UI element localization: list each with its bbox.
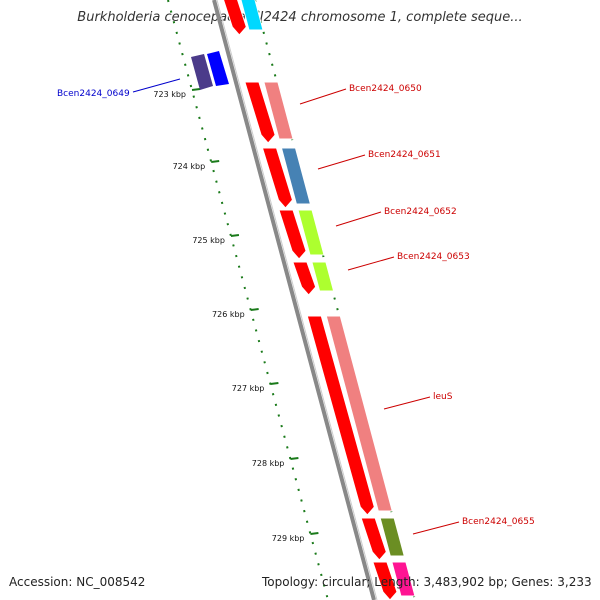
feature-track — [191, 0, 416, 600]
feature-cyan — [240, 0, 264, 31]
ruler-tick — [211, 160, 220, 163]
gene-label: Bcen2424_0652 — [384, 207, 457, 217]
gene-label: Bcen2424_0653 — [397, 252, 470, 262]
label-leader-line — [299, 88, 347, 105]
feature-0649-b — [207, 51, 229, 86]
ruler-tick — [310, 532, 319, 535]
label-leader-line — [132, 78, 181, 93]
ruler-line-left — [167, 0, 329, 600]
backbone-highlight — [216, 0, 378, 600]
label-leader-line — [317, 154, 366, 170]
ruler-tick-label: 726 kbp — [212, 310, 245, 319]
ruler-tick-label: 723 kbp — [153, 90, 186, 99]
feature-cds — [261, 147, 294, 209]
ruler-tick-label: 725 kbp — [192, 236, 225, 245]
feature-cds — [292, 261, 317, 296]
ruler-tick-label: 724 kbp — [173, 162, 206, 171]
ruler-tick-label: 729 kbp — [272, 534, 305, 543]
feature-cds — [360, 517, 387, 561]
feature-cds — [223, 0, 247, 36]
accession-text: Accession: NC_008542 — [9, 575, 146, 589]
ruler-tick — [230, 234, 240, 237]
map-title: Burkholderia cenocepacia HI2424 chromoso… — [77, 10, 523, 25]
feature-cds — [244, 81, 276, 144]
gene-labels: Bcen2424_0649 Bcen2424_0650 Bcen2424_0651 B… — [57, 78, 535, 535]
ruler-tick — [250, 308, 259, 311]
label-leader-line — [412, 521, 460, 535]
ruler-tick — [191, 88, 201, 91]
feature-cds-overlay — [297, 209, 325, 256]
feature-cds-overlay — [280, 147, 312, 205]
gene-label: Bcen2424_0650 — [349, 84, 422, 94]
feature-0649-a — [191, 54, 213, 90]
ruler-tick — [290, 457, 299, 460]
feature-cds — [306, 315, 375, 516]
backbone-line — [212, 0, 376, 600]
gene-label: Bcen2424_0655 — [462, 517, 535, 527]
feature-cds-overlay — [379, 517, 405, 557]
feature-cds-overlay — [391, 561, 416, 597]
label-leader-line — [347, 256, 395, 271]
feature-cds — [278, 209, 307, 260]
gene-label: Bcen2424_0651 — [368, 150, 441, 160]
backbone — [212, 0, 378, 600]
genome-summary: Topology: circular; Length: 3,483,902 bp… — [262, 575, 592, 589]
ruler-tick — [270, 382, 279, 385]
ruler-tick-label: 727 kbp — [232, 384, 265, 393]
feature-cds — [372, 561, 398, 600]
label-leader-line — [383, 396, 431, 410]
gene-label: Bcen2424_0649 — [57, 89, 130, 99]
feature-cds-overlay — [263, 81, 294, 140]
feature-cds-overlay — [325, 315, 393, 512]
label-leader-line — [335, 211, 382, 227]
gene-label: leuS — [433, 392, 453, 402]
ruler-tick-label: 728 kbp — [252, 459, 285, 468]
feature-cds-overlay — [311, 261, 335, 292]
